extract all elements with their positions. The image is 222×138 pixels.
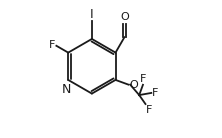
Text: F: F — [49, 40, 56, 50]
Text: O: O — [129, 80, 138, 90]
Text: F: F — [152, 88, 158, 98]
Text: N: N — [62, 83, 71, 96]
Text: O: O — [120, 12, 129, 22]
Text: F: F — [140, 74, 146, 84]
Text: I: I — [90, 7, 94, 21]
Text: F: F — [146, 105, 152, 115]
